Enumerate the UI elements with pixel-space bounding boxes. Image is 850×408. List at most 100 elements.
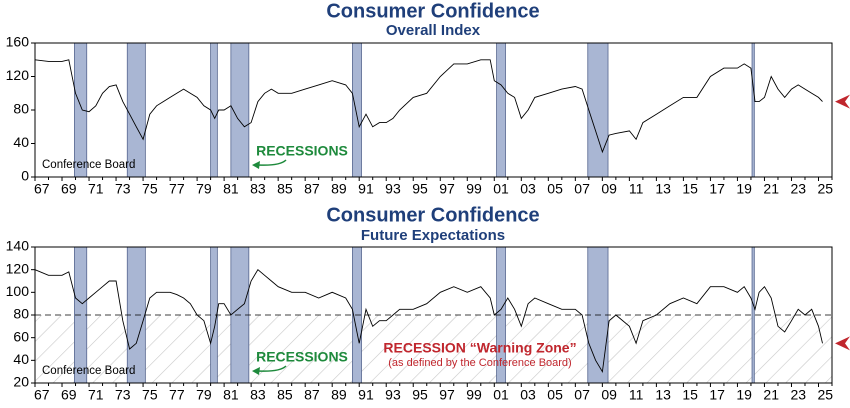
recession-band <box>496 42 506 178</box>
recession-band <box>587 42 609 178</box>
threshold-label: RECESSION “Warning Zone” <box>383 340 576 356</box>
x-tick-label: 87 <box>304 181 320 197</box>
y-tick-label: 140 <box>6 238 30 254</box>
recession-arrowhead <box>252 367 260 375</box>
x-tick-label: 75 <box>142 387 158 403</box>
x-tick-label: 01 <box>493 387 509 403</box>
y-tick-label: 120 <box>6 260 30 276</box>
x-tick-label: 19 <box>736 387 752 403</box>
recession-band <box>126 42 146 178</box>
recession-band <box>751 246 755 384</box>
x-tick-label: 67 <box>34 181 50 197</box>
x-tick-label: 03 <box>520 181 536 197</box>
x-tick-label: 69 <box>61 181 77 197</box>
x-tick-label: 73 <box>115 181 131 197</box>
x-tick-label: 87 <box>304 387 320 403</box>
y-tick-label: 80 <box>13 101 29 117</box>
x-tick-label: 13 <box>655 181 671 197</box>
x-tick-label: 79 <box>196 181 212 197</box>
recession-arrow <box>257 365 287 372</box>
x-tick-label: 01 <box>493 181 509 197</box>
x-tick-label: 99 <box>466 181 482 197</box>
chart-subtitle: Future Expectations <box>361 227 505 244</box>
recession-band <box>352 42 362 178</box>
recession-band <box>751 42 755 178</box>
y-tick-label: 0 <box>21 168 29 184</box>
x-tick-label: 81 <box>223 181 239 197</box>
chart-title: Consumer Confidence <box>326 0 539 22</box>
x-tick-label: 17 <box>709 387 725 403</box>
x-tick-label: 15 <box>682 387 698 403</box>
y-tick-label: 60 <box>13 328 29 344</box>
y-tick-label: 80 <box>13 306 29 322</box>
x-tick-label: 81 <box>223 387 239 403</box>
x-tick-label: 79 <box>196 387 212 403</box>
x-tick-label: 05 <box>547 181 563 197</box>
x-tick-label: 93 <box>385 387 401 403</box>
x-tick-label: 03 <box>520 387 536 403</box>
x-tick-label: 23 <box>790 387 806 403</box>
y-tick-label: 160 <box>6 34 30 50</box>
x-tick-label: 71 <box>88 387 104 403</box>
y-tick-label: 120 <box>6 67 30 83</box>
x-tick-label: 11 <box>629 181 644 197</box>
x-tick-label: 25 <box>817 181 833 197</box>
x-tick-label: 77 <box>169 387 185 403</box>
x-tick-label: 99 <box>466 387 482 403</box>
x-tick-label: 83 <box>250 181 266 197</box>
x-tick-label: 69 <box>61 387 77 403</box>
series-line <box>34 269 823 374</box>
warning-zone <box>35 315 832 383</box>
x-tick-label: 77 <box>169 181 185 197</box>
recession-arrow <box>257 159 287 166</box>
x-tick-label: 21 <box>763 387 779 403</box>
x-tick-label: 93 <box>385 181 401 197</box>
x-tick-label: 71 <box>88 181 104 197</box>
x-tick-label: 21 <box>763 181 779 197</box>
x-tick-label: 07 <box>574 387 590 403</box>
x-tick-label: 67 <box>34 387 50 403</box>
x-tick-label: 11 <box>629 387 644 403</box>
recession-arrowhead <box>252 161 260 169</box>
y-tick-label: 100 <box>6 283 30 299</box>
latest-marker <box>835 94 850 109</box>
recession-band <box>210 42 218 178</box>
y-tick-label: 20 <box>13 374 29 390</box>
x-tick-label: 95 <box>412 387 428 403</box>
x-tick-label: 25 <box>817 387 833 403</box>
recession-label: RECESSIONS <box>256 143 348 159</box>
x-tick-label: 05 <box>547 387 563 403</box>
x-tick-label: 75 <box>142 181 158 197</box>
x-tick-label: 09 <box>601 181 617 197</box>
x-tick-label: 97 <box>439 181 455 197</box>
x-tick-label: 23 <box>790 181 806 197</box>
source-label: Conference Board <box>42 365 135 377</box>
x-tick-label: 85 <box>277 387 293 403</box>
series-line <box>34 59 823 154</box>
x-tick-label: 17 <box>709 181 725 197</box>
chart-subtitle: Overall Index <box>386 22 481 39</box>
x-tick-label: 09 <box>601 387 617 403</box>
x-tick-label: 91 <box>358 181 374 197</box>
x-tick-label: 85 <box>277 181 293 197</box>
x-tick-label: 15 <box>682 181 698 197</box>
x-tick-label: 07 <box>574 181 590 197</box>
x-tick-label: 91 <box>358 387 374 403</box>
recession-label: RECESSIONS <box>256 349 348 365</box>
x-tick-label: 13 <box>655 387 671 403</box>
plot-frame <box>34 246 833 384</box>
latest-marker <box>835 336 850 351</box>
x-tick-label: 89 <box>331 387 347 403</box>
y-tick-label: 40 <box>13 134 29 150</box>
x-tick-label: 73 <box>115 387 131 403</box>
recession-band <box>74 42 88 178</box>
x-tick-label: 19 <box>736 181 752 197</box>
threshold-note: (as defined by the Conference Board) <box>388 357 571 369</box>
x-tick-label: 97 <box>439 387 455 403</box>
plot-frame <box>34 42 833 178</box>
chart-title: Consumer Confidence <box>326 204 539 226</box>
x-tick-label: 89 <box>331 181 347 197</box>
y-tick-label: 40 <box>13 351 29 367</box>
x-tick-label: 95 <box>412 181 428 197</box>
